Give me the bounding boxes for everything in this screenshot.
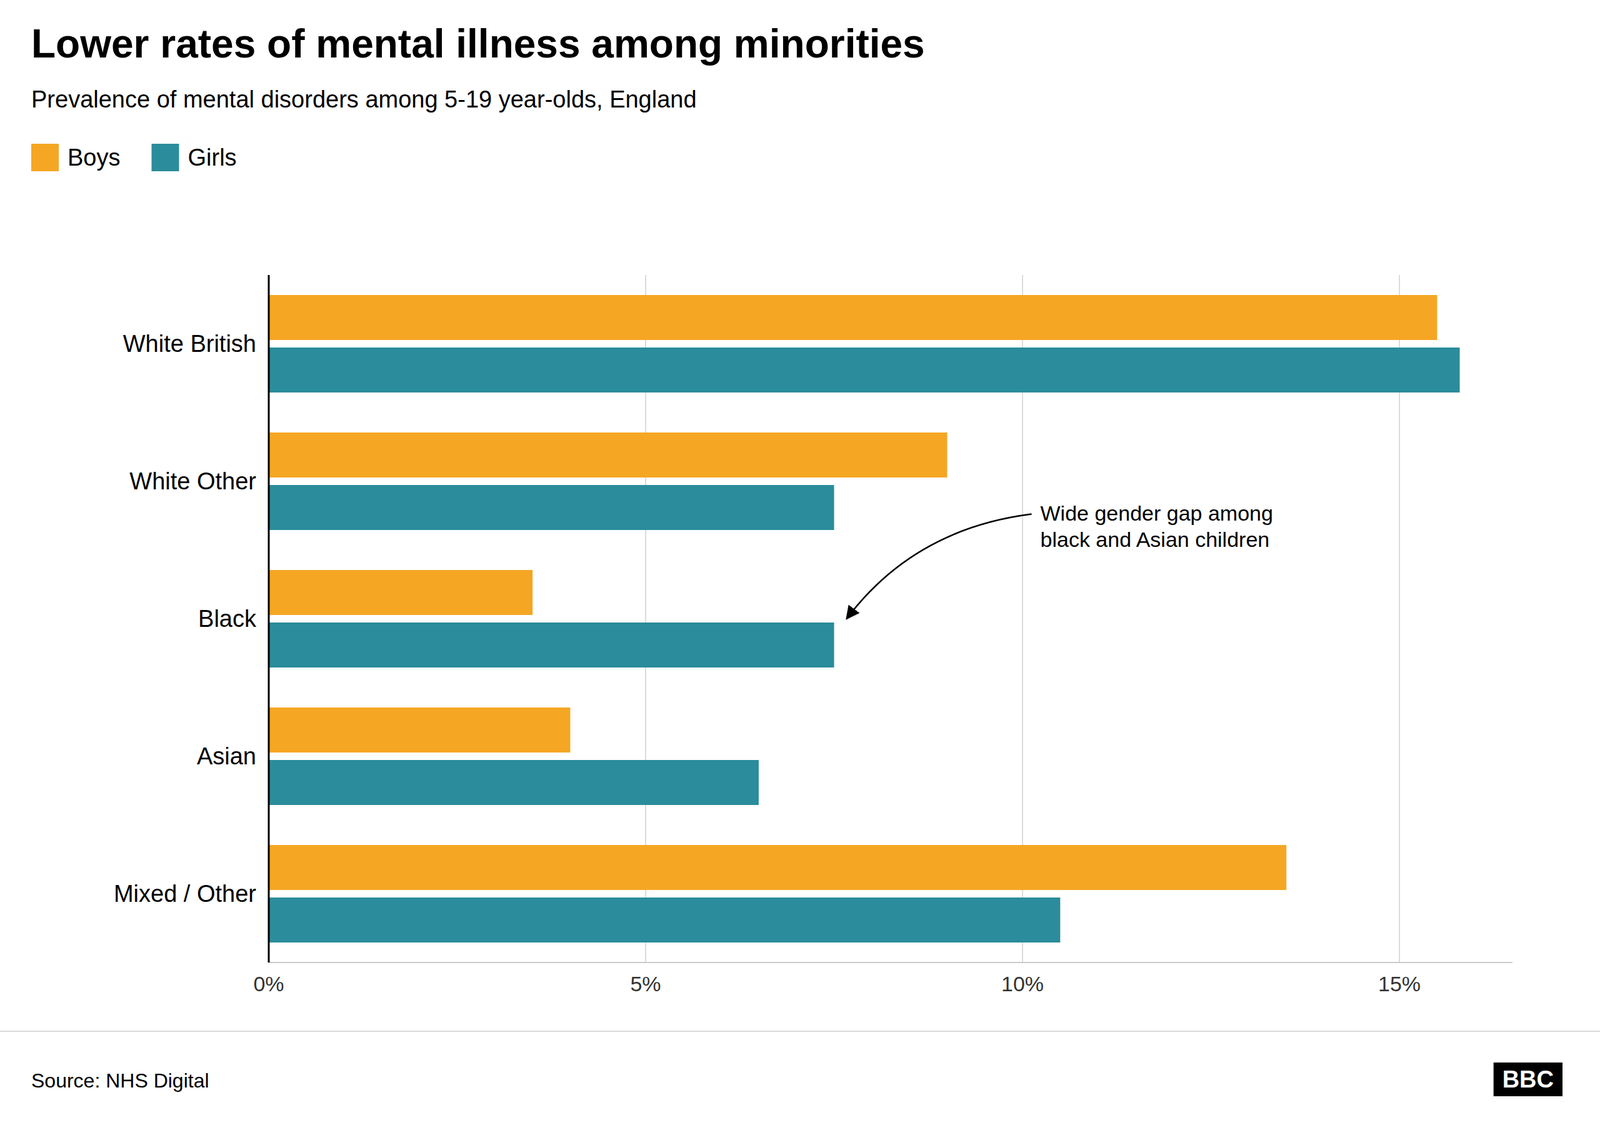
bar bbox=[268, 760, 759, 805]
y-tick-label: Mixed / Other bbox=[113, 880, 257, 907]
background bbox=[0, 0, 1600, 1125]
x-tick-label: 10% bbox=[1001, 971, 1044, 996]
legend-swatch bbox=[151, 143, 179, 172]
y-tick-label: Black bbox=[198, 605, 257, 632]
credit-box bbox=[1493, 1062, 1563, 1097]
annotation: Wide gender gap amongblack and Asian chi… bbox=[1040, 501, 1274, 552]
grid-line bbox=[268, 275, 270, 963]
bar bbox=[268, 622, 835, 668]
x-tick-label: 15% bbox=[1378, 971, 1421, 996]
legend-swatch bbox=[31, 143, 59, 172]
y-axis-line bbox=[268, 275, 270, 963]
credit: BBC bbox=[1493, 1062, 1563, 1097]
subtitle: Prevalence of mental disorders among 5-1… bbox=[31, 86, 697, 113]
legend-label: Boys bbox=[67, 144, 120, 171]
separator bbox=[0, 1030, 1600, 1032]
x-tick-label: 5% bbox=[630, 971, 661, 996]
bar bbox=[268, 707, 570, 753]
bar bbox=[268, 570, 533, 615]
bars bbox=[268, 295, 1460, 943]
y-tick-label: White British bbox=[123, 330, 257, 357]
x-tick-label: 0% bbox=[253, 971, 284, 996]
credit-text: BBC bbox=[1502, 1066, 1554, 1093]
legend: Boys Girls bbox=[31, 143, 237, 172]
bar bbox=[268, 432, 947, 478]
y-tick-label: Asian bbox=[196, 743, 257, 770]
bar bbox=[268, 347, 1460, 393]
bar bbox=[268, 897, 1060, 943]
y-tick-label: White Other bbox=[129, 468, 257, 495]
chart: Lower rates of mental illness among mino… bbox=[0, 0, 1600, 1125]
x-axis-line bbox=[268, 961, 1513, 964]
bar bbox=[268, 295, 1437, 340]
source: Source: NHS Digital bbox=[31, 1069, 210, 1092]
annotation-arrow bbox=[846, 514, 1032, 619]
bar bbox=[268, 485, 835, 530]
legend-label: Girls bbox=[187, 144, 237, 171]
bar bbox=[268, 845, 1287, 890]
title: Lower rates of mental illness among mino… bbox=[31, 21, 925, 67]
